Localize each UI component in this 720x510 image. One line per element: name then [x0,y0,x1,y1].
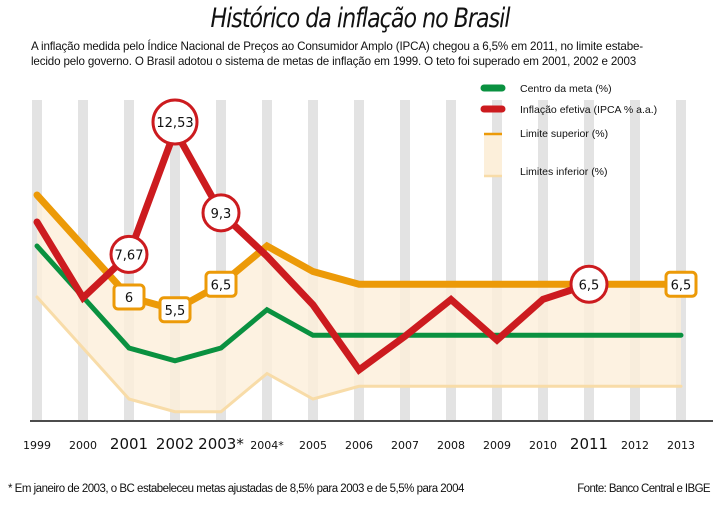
x-tick-label: 2012 [621,439,649,452]
x-tick-label: 2011 [570,435,608,453]
year-column [400,100,410,420]
subtitle-line-1: A inflação medida pelo Índice Nacional d… [31,40,644,53]
chart-title: Histórico da inflação no Brasil [210,3,510,34]
legend: Centro da meta (%) Inflação efetiva (IPCA… [480,83,657,178]
ipca-value-marker [109,234,149,274]
year-column [446,100,456,420]
upper-limit-marker [204,270,238,298]
ipca-value-marker [569,264,609,304]
year-column [676,100,686,420]
legend-band-swatch [484,134,502,176]
chart-subtitle: A inflação medida pelo Índice Nacional d… [31,39,711,69]
x-tick-label: 2001 [110,435,148,453]
upper-limit-marker [664,270,698,298]
target-band [37,195,681,412]
x-tick-label: 2002 [156,435,194,453]
year-column [538,100,548,420]
year-column [630,100,640,420]
x-tick-label: 2004* [250,439,284,452]
upper-limit-value-label: 5,5 [165,304,186,319]
target-band-area [37,195,681,412]
center-target-line [34,243,684,364]
year-column [584,100,594,420]
year-column [170,100,180,420]
ipca-value-label: 9,3 [211,207,232,222]
upper-limit-value-label: 6,5 [211,278,232,293]
year-column [354,100,364,420]
data-labels: 7,67 12,53 9,3 6,5 6 5,5 6,5 6,5 [109,98,698,324]
x-tick-label: 2009 [483,439,511,452]
ipca-value-marker [201,193,241,233]
legend-label-ipca: Inflação efetiva (IPCA % a.a.) [520,104,657,116]
upper-limit-marker [158,296,192,324]
x-tick-label: 2008 [437,439,465,452]
x-tick-label: 1999 [23,439,51,452]
footnote: * Em janeiro de 2003, o BC estabeleceu m… [8,483,464,495]
legend-label-lower: Limites inferior (%) [520,166,608,178]
source-note: Fonte: Banco Central e IBGE [577,483,710,495]
x-tick-label: 2003* [198,435,244,453]
ipca-value-label: 7,67 [115,248,144,263]
legend-label-upper: Limite superior (%) [520,128,608,140]
upper-limit-value-label: 6,5 [671,278,692,293]
upper-limit-marker [112,283,146,311]
ipca-value-label: 6,5 [579,278,600,293]
x-tick-label: 2000 [69,439,97,452]
x-tick-label: 2005 [299,439,327,452]
x-tick-label: 2010 [529,439,557,452]
x-tick-label: 2013 [667,439,695,452]
x-tick-label: 2007 [391,439,419,452]
year-column [308,100,318,420]
year-column [492,100,502,420]
ipca-value-marker [151,98,199,146]
x-tick-label: 2006 [345,439,373,452]
year-column [216,100,226,420]
lower-limit-line [35,295,683,414]
upper-limit-value-label: 6 [125,291,133,306]
legend-label-center: Centro da meta (%) [520,83,612,95]
ipca-value-label: 12,53 [156,116,193,131]
x-tick-labels: 1999 2000 2001 2002 2003* 2004* 2005 2006 2007 20… [23,435,695,453]
subtitle-line-2: lecido pelo governo. O Brasil adotou o s… [31,55,637,68]
